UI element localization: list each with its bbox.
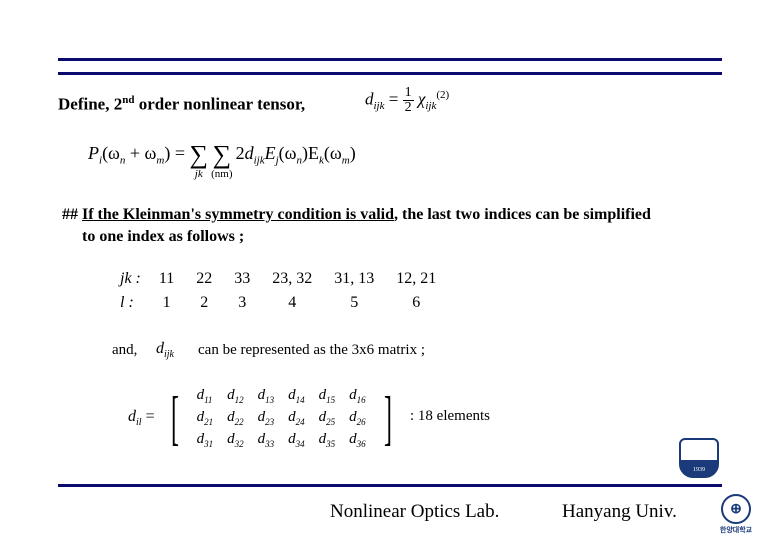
m02: d13: [252, 386, 281, 406]
m11: d22: [221, 408, 250, 428]
heading-suffix: order nonlinear tensor,: [134, 95, 305, 114]
eq-frac: 1 2: [403, 86, 414, 115]
frac-den: 2: [403, 101, 414, 115]
m25: d36: [343, 430, 372, 450]
jk-0: 11: [149, 268, 184, 290]
pol-E2argsub: m: [342, 155, 350, 167]
and-text: and,: [112, 342, 137, 359]
matrix-eq-sign: =: [142, 408, 155, 425]
pol-dsub: ijk: [254, 155, 265, 167]
pol-arg1: (ω: [102, 143, 120, 163]
tensor-definition-eq: dijk = 1 2 χijk(2): [365, 86, 449, 115]
heading-prefix: Define, 2: [58, 95, 122, 114]
sum1: ∑jk: [190, 140, 209, 170]
matrix-eq: dil = [ d11 d12 d13 d14 d15 d16 d21 d22 …: [128, 384, 398, 452]
l-3: 4: [262, 292, 322, 314]
jk-5: 12, 21: [386, 268, 446, 290]
m20: d31: [191, 430, 220, 450]
frac-num: 1: [403, 86, 414, 101]
index-map-table: jk : 11 22 33 23, 32 31, 13 12, 21 l : 1…: [108, 266, 448, 316]
pol-E1: E: [265, 143, 276, 163]
pol-E1arg: (ω: [279, 143, 297, 163]
pol-E2: )E: [302, 143, 319, 163]
define-heading: Define, 2nd order nonlinear tensor,: [58, 94, 305, 115]
matrix-lhs-d: d: [128, 408, 136, 425]
m22: d33: [252, 430, 281, 450]
m12: d23: [252, 408, 281, 428]
jk-label: jk :: [110, 268, 147, 290]
canbe-text: can be represented as the 3x6 matrix ;: [198, 342, 425, 359]
eq-chi-sub: ijk: [425, 100, 436, 112]
pol-end: ): [350, 143, 356, 163]
m05: d16: [343, 386, 372, 406]
m10: d21: [191, 408, 220, 428]
pol-P: P: [88, 143, 99, 163]
sum2-label: (nm): [211, 168, 232, 180]
m21: d32: [221, 430, 250, 450]
jk-1: 22: [186, 268, 222, 290]
top-rule-2: [58, 72, 722, 75]
m23: d34: [282, 430, 311, 450]
m03: d14: [282, 386, 311, 406]
pol-d: d: [245, 143, 254, 163]
pol-E2arg: (ω: [324, 143, 342, 163]
index-row-jk: jk : 11 22 33 23, 32 31, 13 12, 21: [110, 268, 446, 290]
kleinman-rest: , the last two indices can be simplified: [394, 206, 651, 223]
footer-lab: Nonlinear Optics Lab.: [330, 501, 499, 523]
eq-chi-sup: (2): [436, 89, 449, 101]
eq-d-sub: ijk: [374, 100, 385, 112]
footer-univ: Hanyang Univ.: [562, 501, 677, 523]
matrix-row-1: d21 d22 d23 d24 d25 d26: [191, 408, 372, 428]
eq-eq: =: [389, 89, 399, 108]
m01: d12: [221, 386, 250, 406]
l-4: 5: [324, 292, 384, 314]
l-2: 3: [224, 292, 260, 314]
polarization-eq: Pi(ωn + ωm) = ∑jk ∑(nm) 2dijkEj(ωn)Ek(ωm…: [88, 140, 356, 170]
m15: d26: [343, 408, 372, 428]
heading-sup: nd: [122, 94, 134, 106]
m14: d25: [313, 408, 342, 428]
elements-label: : 18 elements: [410, 408, 490, 425]
bottom-rule: [58, 484, 722, 487]
jk-3: 23, 32: [262, 268, 322, 290]
l-1: 2: [186, 292, 222, 314]
sum2: ∑(nm): [213, 140, 232, 170]
sum1-label: jk: [195, 168, 203, 180]
bracket-right-icon: ]: [384, 388, 392, 448]
jk-4: 31, 13: [324, 268, 384, 290]
kleinman-note: ## If the Kleinman's symmetry condition …: [62, 204, 740, 247]
d-matrix: d11 d12 d13 d14 d15 d16 d21 d22 d23 d24 …: [189, 384, 374, 452]
matrix-row-0: d11 d12 d13 d14 d15 d16: [191, 386, 372, 406]
kleinman-hash: ##: [62, 206, 82, 223]
l-5: 6: [386, 292, 446, 314]
m04: d15: [313, 386, 342, 406]
m13: d24: [282, 408, 311, 428]
pol-close: ) =: [164, 143, 189, 163]
index-row-l: l : 1 2 3 4 5 6: [110, 292, 446, 314]
matrix-row-2: d31 d32 d33 d34 d35 d36: [191, 430, 372, 450]
l-0: 1: [149, 292, 184, 314]
m00: d11: [191, 386, 220, 406]
m24: d35: [313, 430, 342, 450]
university-logo-icon: ⊕ 한양대학교: [708, 494, 764, 535]
pol-plus: + ω: [125, 143, 156, 163]
bracket-left-icon: [: [171, 388, 179, 448]
shield-logo-icon: [676, 438, 722, 484]
l-label: l :: [110, 292, 147, 314]
jk-2: 33: [224, 268, 260, 290]
top-rule-1: [58, 58, 722, 61]
matrix-lhs: dil =: [128, 408, 155, 428]
logo-text: 한양대학교: [708, 525, 764, 535]
dijk-sub: ijk: [164, 349, 174, 360]
dijk-inline: dijk: [156, 340, 174, 360]
dijk-d: d: [156, 340, 164, 357]
pol-2: 2: [236, 143, 245, 163]
logo-glyph: ⊕: [721, 494, 751, 524]
kleinman-line2: to one index as follows ;: [82, 228, 244, 245]
eq-d: d: [365, 89, 374, 108]
kleinman-under: If the Kleinman's symmetry condition is …: [82, 206, 394, 223]
